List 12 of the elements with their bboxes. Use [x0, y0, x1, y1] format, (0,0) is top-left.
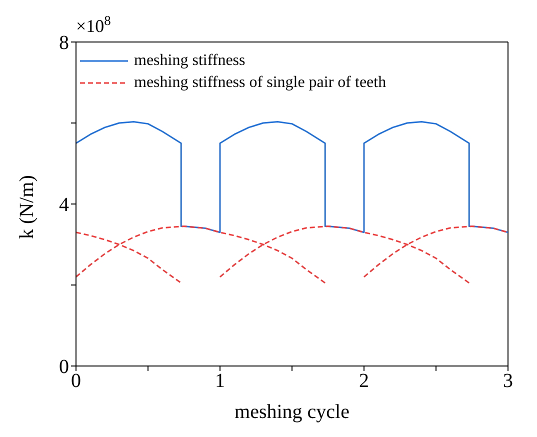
- line-series: [76, 121, 508, 234]
- y-tick-label: 0: [59, 356, 69, 378]
- y-tick-label: 4: [59, 194, 69, 216]
- text: ×10$^{8}$: [76, 12, 112, 36]
- legend-label: meshing stiffness of single pair of teeth: [133, 73, 386, 93]
- y-tick-label: 8: [59, 32, 69, 54]
- legend-label: meshing stiffness: [133, 51, 246, 71]
- x-axis-title: meshing cycle: [234, 401, 350, 423]
- y-axis-title: k (N/m): [16, 175, 38, 239]
- x-tick-label: 3: [503, 370, 513, 392]
- x-tick-label: 1: [215, 370, 225, 392]
- x-tick-label: 2: [359, 370, 369, 392]
